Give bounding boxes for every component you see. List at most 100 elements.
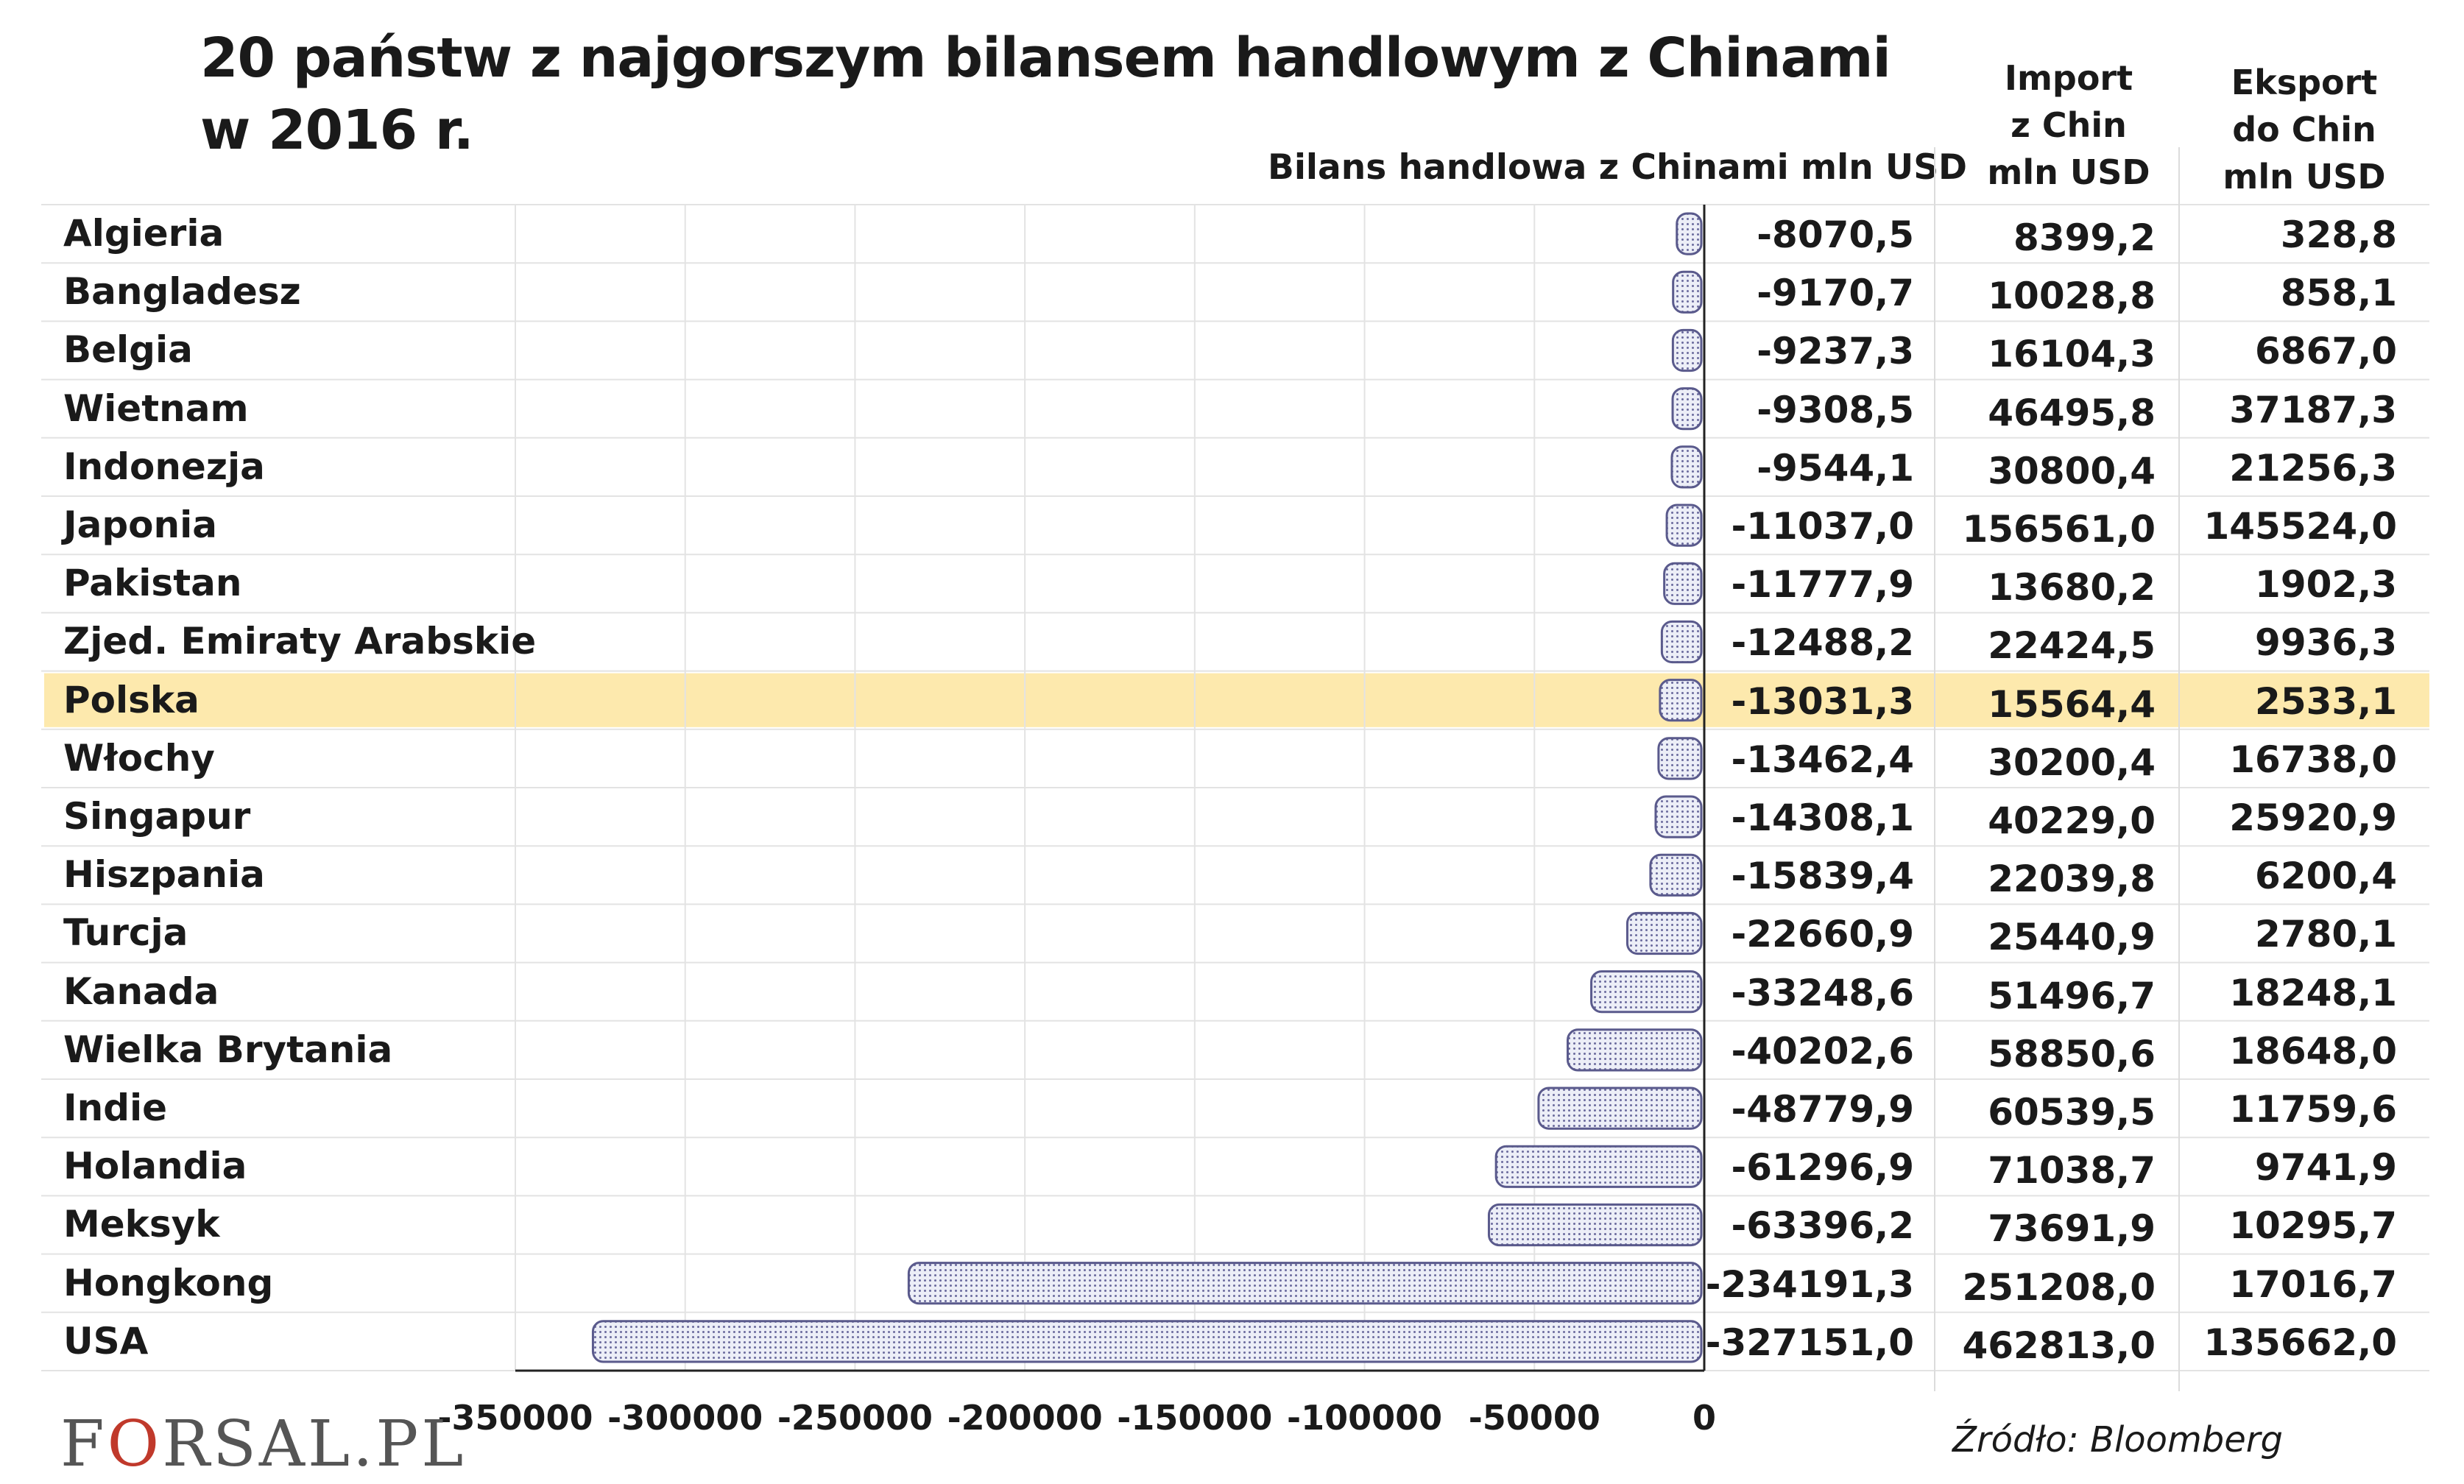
x-tick-label: -100000	[1287, 1398, 1442, 1438]
balance-value: -33248,6	[1731, 971, 1915, 1014]
bar-hiszpania	[1649, 853, 1703, 897]
export-value: 6200,4	[2255, 855, 2397, 898]
country-label: Zjed. Emiraty Arabskie	[63, 620, 537, 663]
export-value: 10295,7	[2229, 1204, 2397, 1248]
balance-value: -40202,6	[1731, 1029, 1915, 1073]
export-value: 11759,6	[2229, 1088, 2397, 1131]
import-value: 73691,9	[1988, 1207, 2156, 1251]
balance-value: -48779,9	[1731, 1088, 1915, 1131]
country-label: USA	[63, 1319, 149, 1363]
import-value: 46495,8	[1988, 391, 2156, 434]
balance-value: -13462,4	[1731, 738, 1915, 781]
export-value: 21256,3	[2229, 446, 2397, 490]
export-value: 9936,3	[2255, 621, 2397, 665]
export-value: 1902,3	[2255, 563, 2397, 607]
country-label: Polska	[63, 678, 200, 721]
balance-value: -8070,5	[1757, 213, 1914, 256]
balance-value: -12488,2	[1731, 621, 1915, 665]
country-label: Pakistan	[63, 562, 242, 605]
country-label: Hongkong	[63, 1261, 274, 1304]
bar-indonezja	[1670, 445, 1703, 489]
x-tick-label: -200000	[947, 1398, 1103, 1438]
country-label: Belgia	[63, 328, 193, 372]
import-value: 156561,0	[1962, 508, 2156, 551]
balance-value: -63396,2	[1731, 1204, 1915, 1248]
x-tick-label: 0	[1692, 1398, 1716, 1438]
balance-value: -9170,7	[1757, 272, 1914, 315]
country-label: Włochy	[63, 736, 215, 780]
x-tick-label: -300000	[607, 1398, 763, 1438]
import-value: 15564,4	[1988, 682, 2156, 726]
bar-algieria	[1676, 212, 1703, 255]
import-value: 71038,7	[1988, 1149, 2156, 1192]
bar-pakistan	[1663, 562, 1703, 605]
export-value: 25920,9	[2229, 796, 2397, 839]
import-value: 60539,5	[1988, 1091, 2156, 1134]
import-value: 16104,3	[1988, 333, 2156, 376]
export-value: 37187,3	[2229, 388, 2397, 431]
bar-hongkong	[907, 1262, 1703, 1305]
export-value: 135662,0	[2203, 1321, 2397, 1364]
import-column-header: Import z Chin mln USD	[1987, 58, 2150, 192]
source-note: Źródło: Bloomberg	[1952, 1419, 2283, 1460]
x-tick-label: -150000	[1117, 1398, 1272, 1438]
balance-value: -14308,1	[1731, 796, 1915, 839]
title-line-1: 20 państw z najgorszym bilansem handlowy…	[200, 26, 1891, 90]
import-value: 40229,0	[1988, 799, 2156, 842]
bar-włochy	[1657, 737, 1703, 780]
x-tick-label: -250000	[777, 1398, 933, 1438]
balance-value: -61296,9	[1731, 1146, 1915, 1190]
bar-indie	[1537, 1086, 1703, 1130]
bar-kanada	[1590, 970, 1703, 1014]
bar-holandia	[1494, 1145, 1703, 1188]
country-label: Kanada	[63, 969, 219, 1013]
country-label: Indonezja	[63, 445, 265, 488]
balance-value: -9544,1	[1757, 446, 1914, 490]
import-value: 30800,4	[1988, 449, 2156, 492]
x-tick-label: -350000	[437, 1398, 593, 1438]
chart-title: 20 państw z najgorszym bilansem handlowy…	[200, 22, 1891, 166]
bar-japonia	[1665, 504, 1703, 547]
title-line-2: w 2016 r.	[200, 99, 474, 162]
import-value: 251208,0	[1962, 1265, 2156, 1309]
export-value: 2533,1	[2255, 679, 2397, 723]
balance-value: -13031,3	[1731, 679, 1915, 723]
country-label: Japonia	[63, 504, 217, 546]
export-value: 18248,1	[2229, 971, 2397, 1014]
import-value: 8399,2	[2013, 216, 2156, 259]
forsal-logo: FORSAL.PL	[60, 1407, 467, 1481]
import-value: 22039,8	[1988, 858, 2156, 901]
country-label: Singapur	[63, 795, 251, 838]
import-value: 462813,0	[1962, 1324, 2156, 1367]
export-value: 18648,0	[2229, 1029, 2397, 1073]
balance-value: -327151,0	[1705, 1321, 1914, 1364]
bar-bangladesz	[1672, 270, 1703, 314]
country-label: Hiszpania	[63, 853, 265, 897]
bar-wielka-brytania	[1566, 1028, 1703, 1072]
balance-value: -22660,9	[1731, 913, 1915, 956]
import-value: 30200,4	[1988, 741, 2156, 784]
country-label: Holandia	[63, 1145, 247, 1188]
import-value: 10028,8	[1988, 275, 2156, 318]
bar-turcja	[1625, 911, 1703, 955]
bar-polska	[1659, 679, 1703, 722]
export-value: 145524,0	[2203, 505, 2397, 548]
balance-value: -11777,9	[1731, 563, 1915, 607]
country-label: Turcja	[63, 911, 188, 955]
import-value: 25440,9	[1988, 916, 2156, 959]
export-value: 6867,0	[2255, 330, 2397, 373]
export-value: 17016,7	[2229, 1262, 2397, 1306]
country-label: Meksyk	[63, 1203, 220, 1246]
bar-wietnam	[1671, 387, 1703, 431]
balance-value: -234191,3	[1705, 1262, 1914, 1306]
bar-zjed-emiraty-arabskie	[1660, 620, 1703, 664]
country-label: Wielka Brytania	[63, 1028, 393, 1071]
balance-value: -15839,4	[1731, 855, 1915, 898]
country-label: Bangladesz	[63, 270, 301, 314]
export-value: 16738,0	[2229, 738, 2397, 781]
highlight-row-bg	[44, 673, 2429, 727]
import-value: 13680,2	[1988, 566, 2156, 610]
export-value: 2780,1	[2255, 913, 2397, 956]
country-label: Wietnam	[63, 386, 249, 430]
